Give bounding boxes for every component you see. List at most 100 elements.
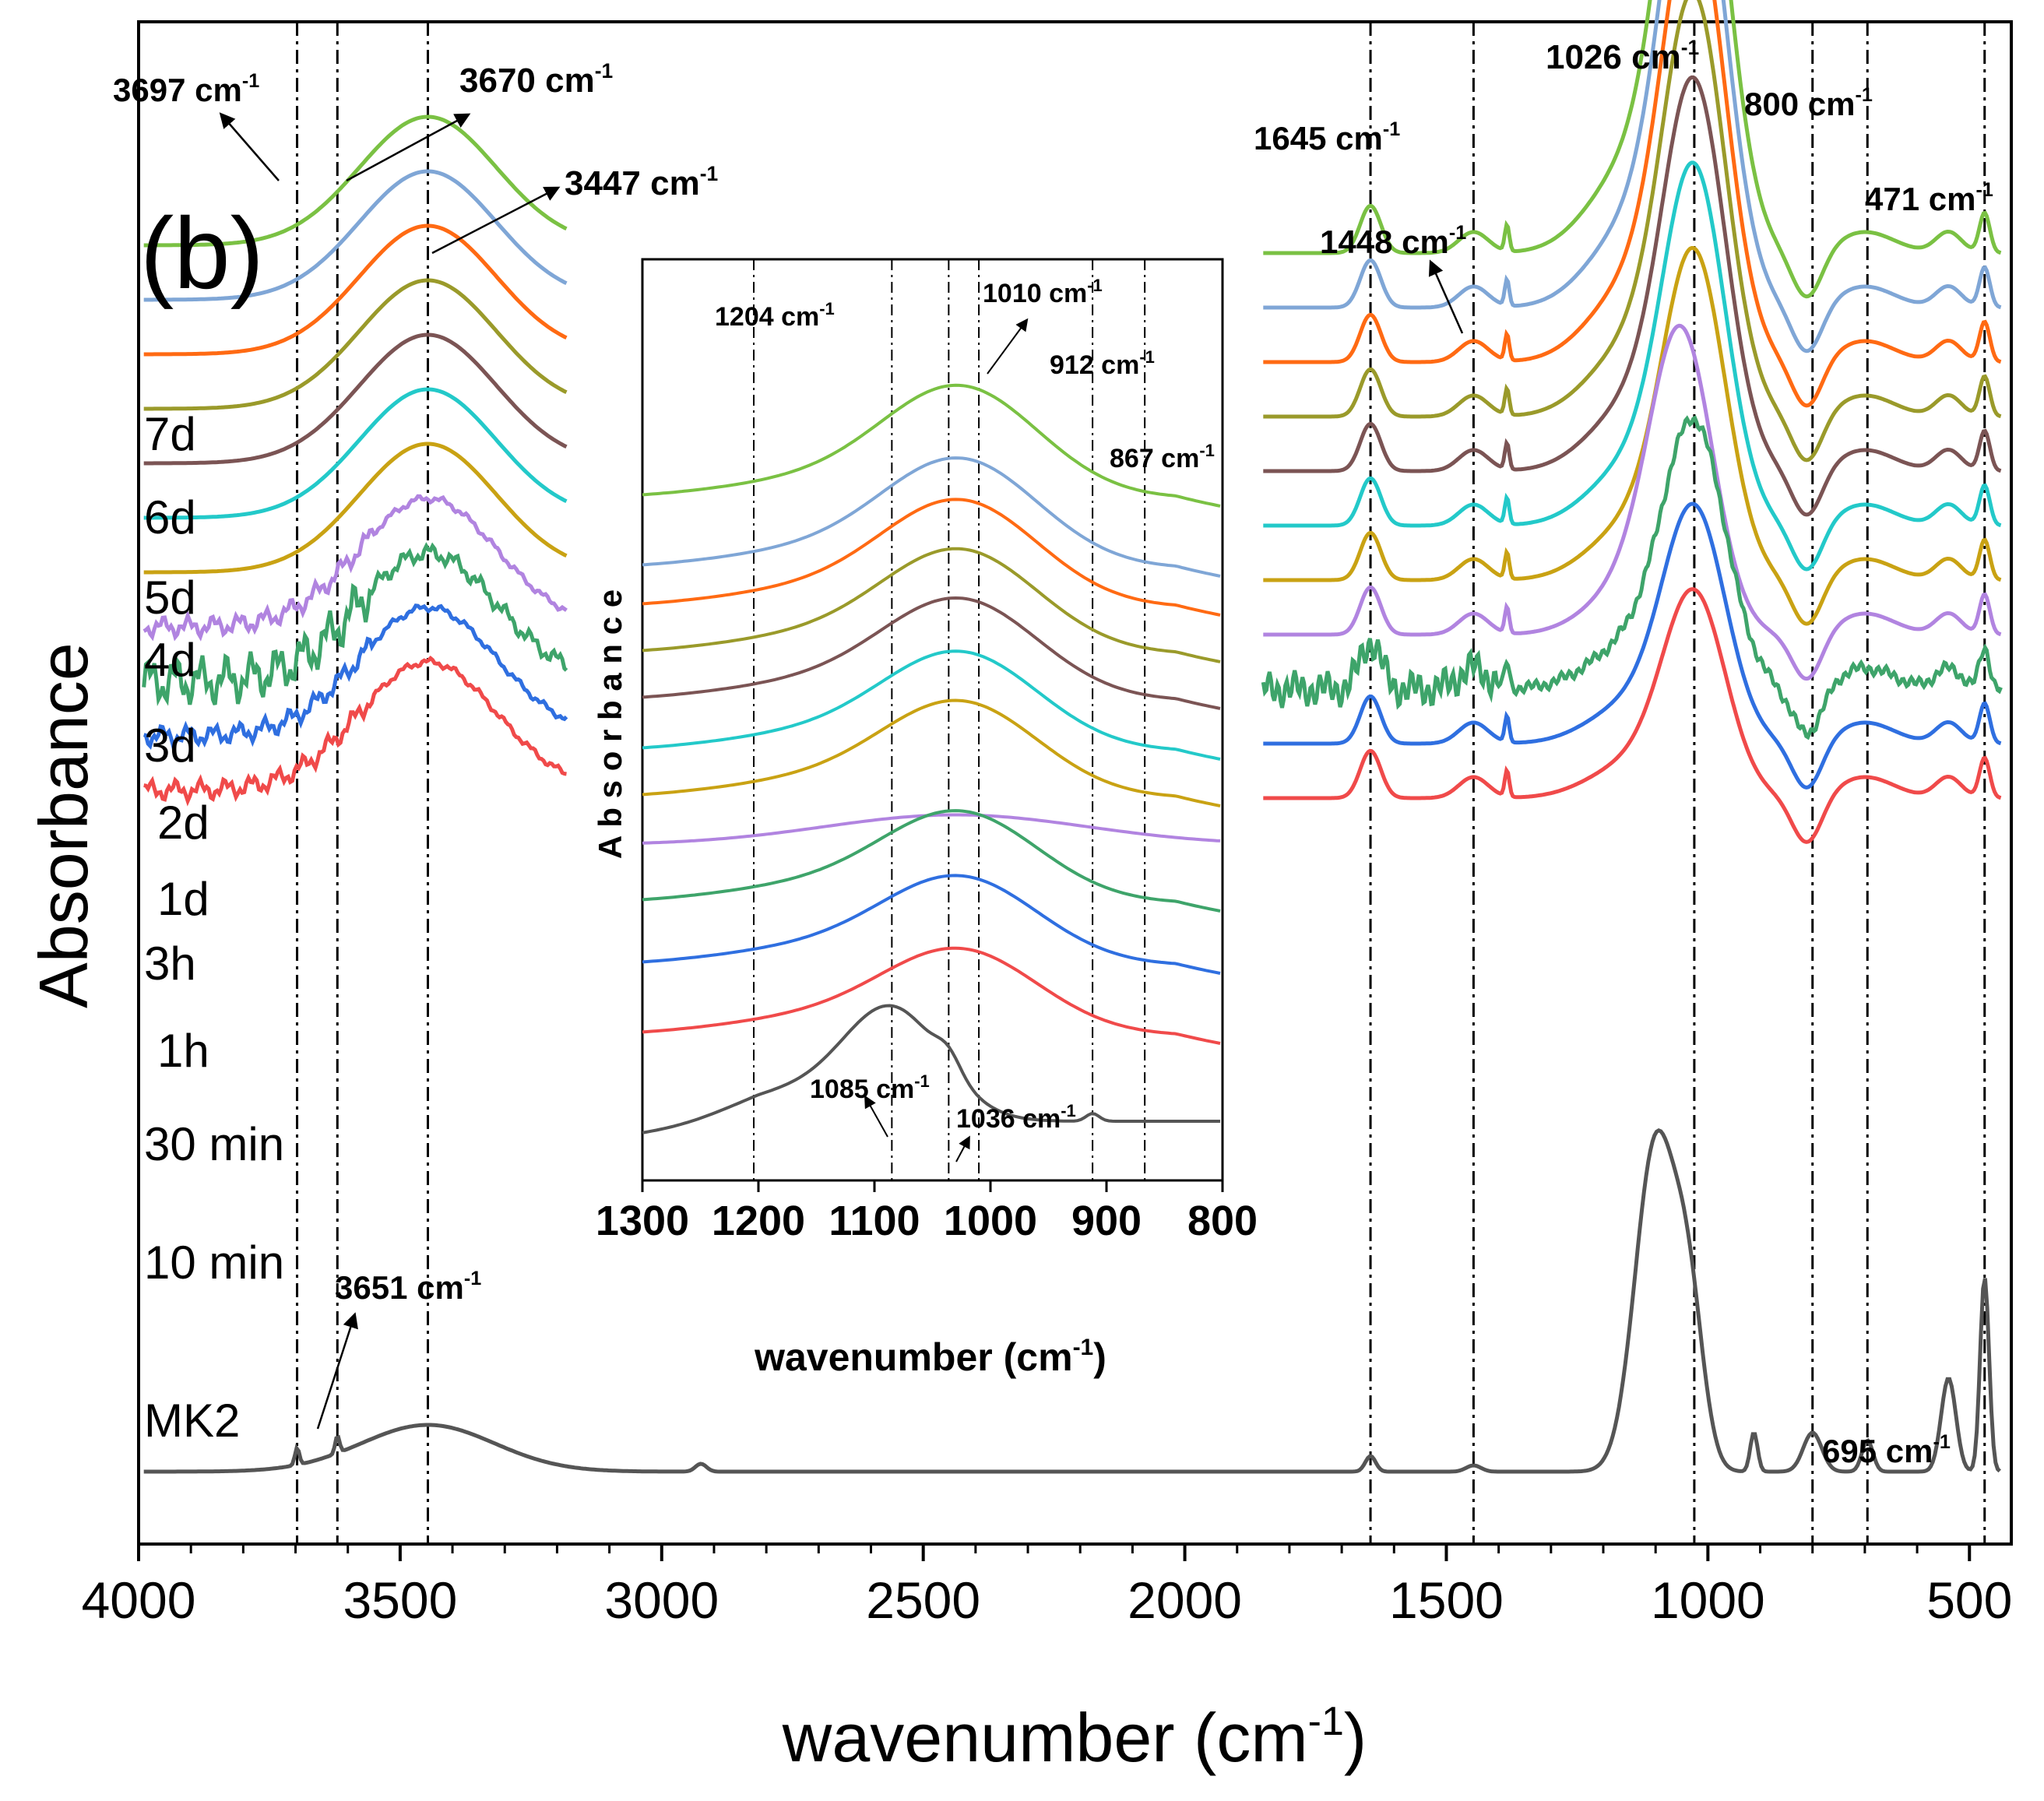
inset-annotation-arrow	[864, 1095, 888, 1138]
series-labels: 7d 6d 5d 4d 3d 2d 1d 3h 1h 30 min 10 min MK2	[144, 408, 284, 1447]
main-x-axis: 4000 3500 3000 2500 2000 1500 1000 500	[82, 1544, 2012, 1629]
inset-series-line-6d	[642, 456, 1221, 578]
annotation-sup: -1	[242, 70, 259, 92]
inset-series-line-7d	[642, 383, 1221, 508]
series-line-30-min-low	[1263, 501, 2002, 790]
series-line-1d-high	[143, 441, 568, 575]
inset-annotation-text: 912 cm	[1050, 350, 1139, 380]
panel-label: (b)	[140, 196, 264, 310]
series-line-3h-high	[142, 494, 568, 642]
inset-series-group	[642, 383, 1221, 1134]
inset-plot: 1300 1200 1100 1000 900 800 A b s o r b a n c…	[592, 258, 1258, 1379]
series-label-4d: 4d	[144, 634, 196, 686]
annotation-sup: -1	[1975, 179, 1993, 201]
inset-annotation-sup: -1	[1139, 347, 1155, 367]
inset-series-line-1d	[642, 698, 1221, 807]
annotation-arrow	[219, 112, 280, 181]
series-line-30-min-high	[142, 603, 568, 751]
series-line-10-min-high	[143, 656, 567, 807]
y-axis-title: Absorbance	[25, 642, 102, 1008]
inset-annotation-label: 1010 cm-1	[983, 276, 1103, 308]
inset-x-axis-title-main: wavenumber (cm	[754, 1335, 1072, 1379]
annotation-text: 3447 cm	[565, 164, 700, 202]
x-axis-title-main: wavenumber (cm	[782, 1699, 1308, 1776]
annotation-label: 3670 cm-1	[459, 59, 613, 100]
inset-series-line-2d	[642, 649, 1221, 761]
series-label-10-min: 10 min	[144, 1236, 284, 1289]
series-line-7d-low	[1263, 0, 2002, 299]
x-tick-label: 3000	[604, 1571, 719, 1629]
inset-x-axis-title-close: )	[1093, 1335, 1106, 1379]
annotation-text: 800 cm	[1744, 86, 1855, 122]
annotation-label: 1026 cm-1	[1546, 36, 1699, 76]
x-axis-title: wavenumber (cm-1)	[782, 1699, 1367, 1776]
annotation-label: 1448 cm-1	[1320, 222, 1466, 260]
series-line-3d-low	[1263, 75, 2002, 517]
annotation-sup: -1	[700, 162, 718, 185]
annotation-label: 471 cm-1	[1865, 179, 1993, 217]
inset-y-axis-title: A b s o r b a n c e	[592, 589, 628, 859]
inset-reference-lines	[753, 259, 1146, 1180]
inset-series-line-30-min	[642, 874, 1221, 975]
inset-annotation-text: 1036 cm	[956, 1104, 1061, 1134]
series-label-7d: 7d	[144, 408, 196, 460]
series-line-MK2	[143, 1128, 2001, 1474]
annotation-text: 1645 cm	[1254, 120, 1383, 157]
x-tick-label: 2500	[866, 1571, 980, 1629]
annotation-text: 3697 cm	[113, 72, 242, 108]
inset-series-line-1h	[642, 809, 1221, 913]
inset-x-tick-label: 1100	[829, 1198, 920, 1244]
inset-annotation-label: 867 cm-1	[1110, 441, 1215, 473]
annotation-label: 3651 cm-1	[335, 1268, 481, 1306]
inset-annotation-sup: -1	[1199, 441, 1215, 460]
annotation-text: 3670 cm	[459, 62, 595, 100]
inset-annotation-text: 1010 cm	[983, 279, 1087, 308]
inset-x-tick-label: 800	[1187, 1198, 1258, 1244]
annotation-arrow	[346, 113, 471, 182]
series-line-4d-high	[143, 278, 568, 411]
inset-annotation-sup: -1	[1061, 1101, 1076, 1120]
series-line-2d-low	[1263, 160, 2002, 572]
annotation-sup: -1	[595, 59, 613, 83]
annotation-label: 3447 cm-1	[565, 162, 718, 202]
series-line-3d-high	[143, 332, 568, 466]
series-line-5d-high	[143, 223, 568, 357]
series-label-3d: 3d	[144, 719, 196, 772]
inset-annotation-label: 1036 cm-1	[956, 1101, 1076, 1134]
inset-annotation-arrow	[955, 1135, 970, 1163]
annotation-arrow	[431, 186, 561, 255]
x-tick-label: 1500	[1389, 1571, 1504, 1629]
annotation-sup: -1	[464, 1268, 481, 1289]
series-label-3h: 3h	[144, 937, 196, 990]
inset-series-line-3d	[642, 596, 1221, 710]
inset-x-axis: 1300 1200 1100 1000 900 800	[596, 1180, 1258, 1244]
x-axis-title-close: )	[1344, 1699, 1367, 1776]
inset-annotation-sup: -1	[819, 299, 835, 318]
inset-annotation-sup: -1	[1087, 276, 1103, 295]
inset-annotation-arrow	[987, 318, 1029, 375]
inset-series-line-MK2	[642, 1004, 1220, 1134]
annotation-text: 3651 cm	[335, 1269, 464, 1306]
series-line-3h-low	[1263, 323, 2002, 681]
series-line-2d-high	[143, 387, 568, 520]
series-label-5d: 5d	[144, 572, 196, 624]
annotation-sup: -1	[1933, 1431, 1950, 1453]
annotation-sup: -1	[1449, 222, 1466, 244]
annotation-text: 471 cm	[1865, 181, 1975, 217]
inset-annotation-sup: -1	[914, 1071, 930, 1091]
x-axis-title-sup: -1	[1308, 1699, 1344, 1744]
annotation-label: 1645 cm-1	[1254, 118, 1400, 157]
inset-frame	[641, 258, 1224, 1182]
annotation-label: 3697 cm-1	[113, 70, 259, 108]
inset-annotation-text: 1204 cm	[715, 302, 819, 332]
inset-annotation-text: 867 cm	[1110, 444, 1199, 473]
annotation-sup: -1	[1383, 118, 1400, 140]
annotation-text: 695 cm	[1822, 1433, 1933, 1469]
series-label-1h: 1h	[157, 1025, 209, 1077]
inset-series-line-10-min	[642, 946, 1221, 1045]
series-line-6d-high	[143, 169, 568, 302]
annotation-sup: -1	[1681, 36, 1699, 59]
series-label-1d: 1d	[157, 873, 209, 925]
